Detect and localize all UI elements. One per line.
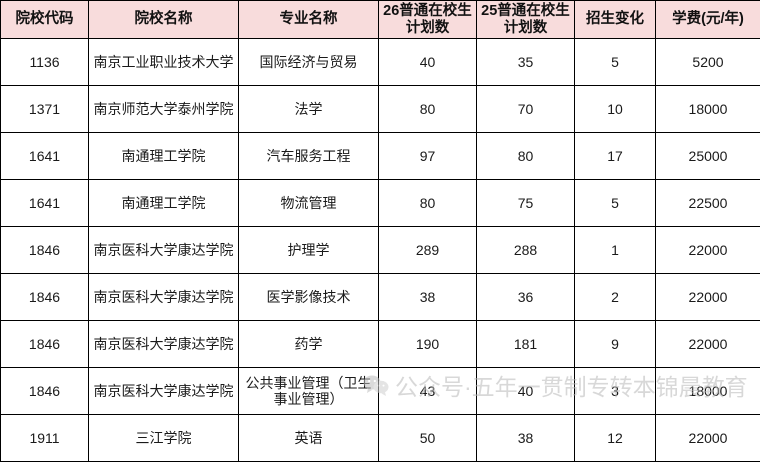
- cell-school-code: 1136: [1, 39, 89, 86]
- header-plan-2025-line1: 25普通在校生: [481, 3, 570, 19]
- cell-school-name: 南京医科大学康达学院: [89, 368, 239, 415]
- cell-plan-2025: 75: [477, 180, 575, 227]
- cell-enrollment-change: 10: [575, 86, 656, 133]
- cell-school-code: 1846: [1, 227, 89, 274]
- cell-plan-2026: 97: [379, 133, 477, 180]
- cell-major-name: 英语: [239, 415, 379, 462]
- cell-major-name: 医学影像技术: [239, 274, 379, 321]
- header-plan-2025-line2: 计划数: [504, 20, 548, 36]
- header-plan-2026-line2: 计划数: [406, 20, 450, 36]
- cell-enrollment-change: 3: [575, 368, 656, 415]
- cell-enrollment-change: 17: [575, 133, 656, 180]
- cell-plan-2026: 80: [379, 180, 477, 227]
- cell-school-code: 1846: [1, 274, 89, 321]
- header-school-name: 院校名称: [89, 1, 239, 39]
- cell-tuition: 22000: [656, 321, 760, 368]
- cell-enrollment-change: 5: [575, 180, 656, 227]
- header-school-code: 院校代码: [1, 1, 89, 39]
- cell-tuition: 18000: [656, 368, 760, 415]
- cell-plan-2025: 288: [477, 227, 575, 274]
- cell-plan-2025: 38: [477, 415, 575, 462]
- cell-school-code: 1846: [1, 368, 89, 415]
- cell-tuition: 5200: [656, 39, 760, 86]
- cell-school-name: 南通理工学院: [89, 180, 239, 227]
- cell-school-name: 南京医科大学康达学院: [89, 227, 239, 274]
- cell-major-name: 药学: [239, 321, 379, 368]
- cell-major-name: 国际经济与贸易: [239, 39, 379, 86]
- cell-tuition: 22000: [656, 415, 760, 462]
- cell-tuition: 18000: [656, 86, 760, 133]
- cell-school-code: 1911: [1, 415, 89, 462]
- cell-school-name: 三江学院: [89, 415, 239, 462]
- table-header: 院校代码 院校名称 专业名称 26普通在校生计划数 25普通在校生计划数 招生变…: [1, 1, 760, 39]
- cell-plan-2026: 38: [379, 274, 477, 321]
- cell-major-name: 护理学: [239, 227, 379, 274]
- header-enrollment-change: 招生变化: [575, 1, 656, 39]
- cell-plan-2025: 181: [477, 321, 575, 368]
- cell-tuition: 22500: [656, 180, 760, 227]
- cell-major-name: 公共事业管理（卫生事业管理）: [239, 368, 379, 415]
- cell-plan-2026: 80: [379, 86, 477, 133]
- header-row: 院校代码 院校名称 专业名称 26普通在校生计划数 25普通在校生计划数 招生变…: [1, 1, 760, 39]
- cell-major-name: 汽车服务工程: [239, 133, 379, 180]
- cell-plan-2025: 40: [477, 368, 575, 415]
- cell-plan-2025: 35: [477, 39, 575, 86]
- cell-enrollment-change: 12: [575, 415, 656, 462]
- cell-enrollment-change: 9: [575, 321, 656, 368]
- cell-plan-2026: 50: [379, 415, 477, 462]
- cell-major-name: 法学: [239, 86, 379, 133]
- cell-school-name: 南京医科大学康达学院: [89, 274, 239, 321]
- cell-school-code: 1641: [1, 180, 89, 227]
- cell-school-name: 南通理工学院: [89, 133, 239, 180]
- cell-school-code: 1371: [1, 86, 89, 133]
- cell-tuition: 22000: [656, 274, 760, 321]
- cell-school-name: 南京师范大学泰州学院: [89, 86, 239, 133]
- cell-plan-2025: 80: [477, 133, 575, 180]
- cell-school-name: 南京医科大学康达学院: [89, 321, 239, 368]
- header-plan-2026: 26普通在校生计划数: [379, 1, 477, 39]
- cell-enrollment-change: 2: [575, 274, 656, 321]
- cell-enrollment-change: 1: [575, 227, 656, 274]
- header-tuition: 学费(元/年): [656, 1, 760, 39]
- cell-school-name: 南京工业职业技术大学: [89, 39, 239, 86]
- header-plan-2025: 25普通在校生计划数: [477, 1, 575, 39]
- cell-school-code: 1641: [1, 133, 89, 180]
- cell-tuition: 22000: [656, 227, 760, 274]
- cell-plan-2026: 289: [379, 227, 477, 274]
- cell-school-code: 1846: [1, 321, 89, 368]
- cell-major-name: 物流管理: [239, 180, 379, 227]
- header-plan-2026-line1: 26普通在校生: [383, 3, 472, 19]
- cell-plan-2025: 36: [477, 274, 575, 321]
- cell-plan-2026: 43: [379, 368, 477, 415]
- cell-plan-2026: 190: [379, 321, 477, 368]
- cell-enrollment-change: 5: [575, 39, 656, 86]
- cell-tuition: 25000: [656, 133, 760, 180]
- cell-plan-2026: 40: [379, 39, 477, 86]
- header-major-name: 专业名称: [239, 1, 379, 39]
- admissions-table-container: 院校代码 院校名称 专业名称 26普通在校生计划数 25普通在校生计划数 招生变…: [0, 0, 760, 413]
- cell-plan-2025: 70: [477, 86, 575, 133]
